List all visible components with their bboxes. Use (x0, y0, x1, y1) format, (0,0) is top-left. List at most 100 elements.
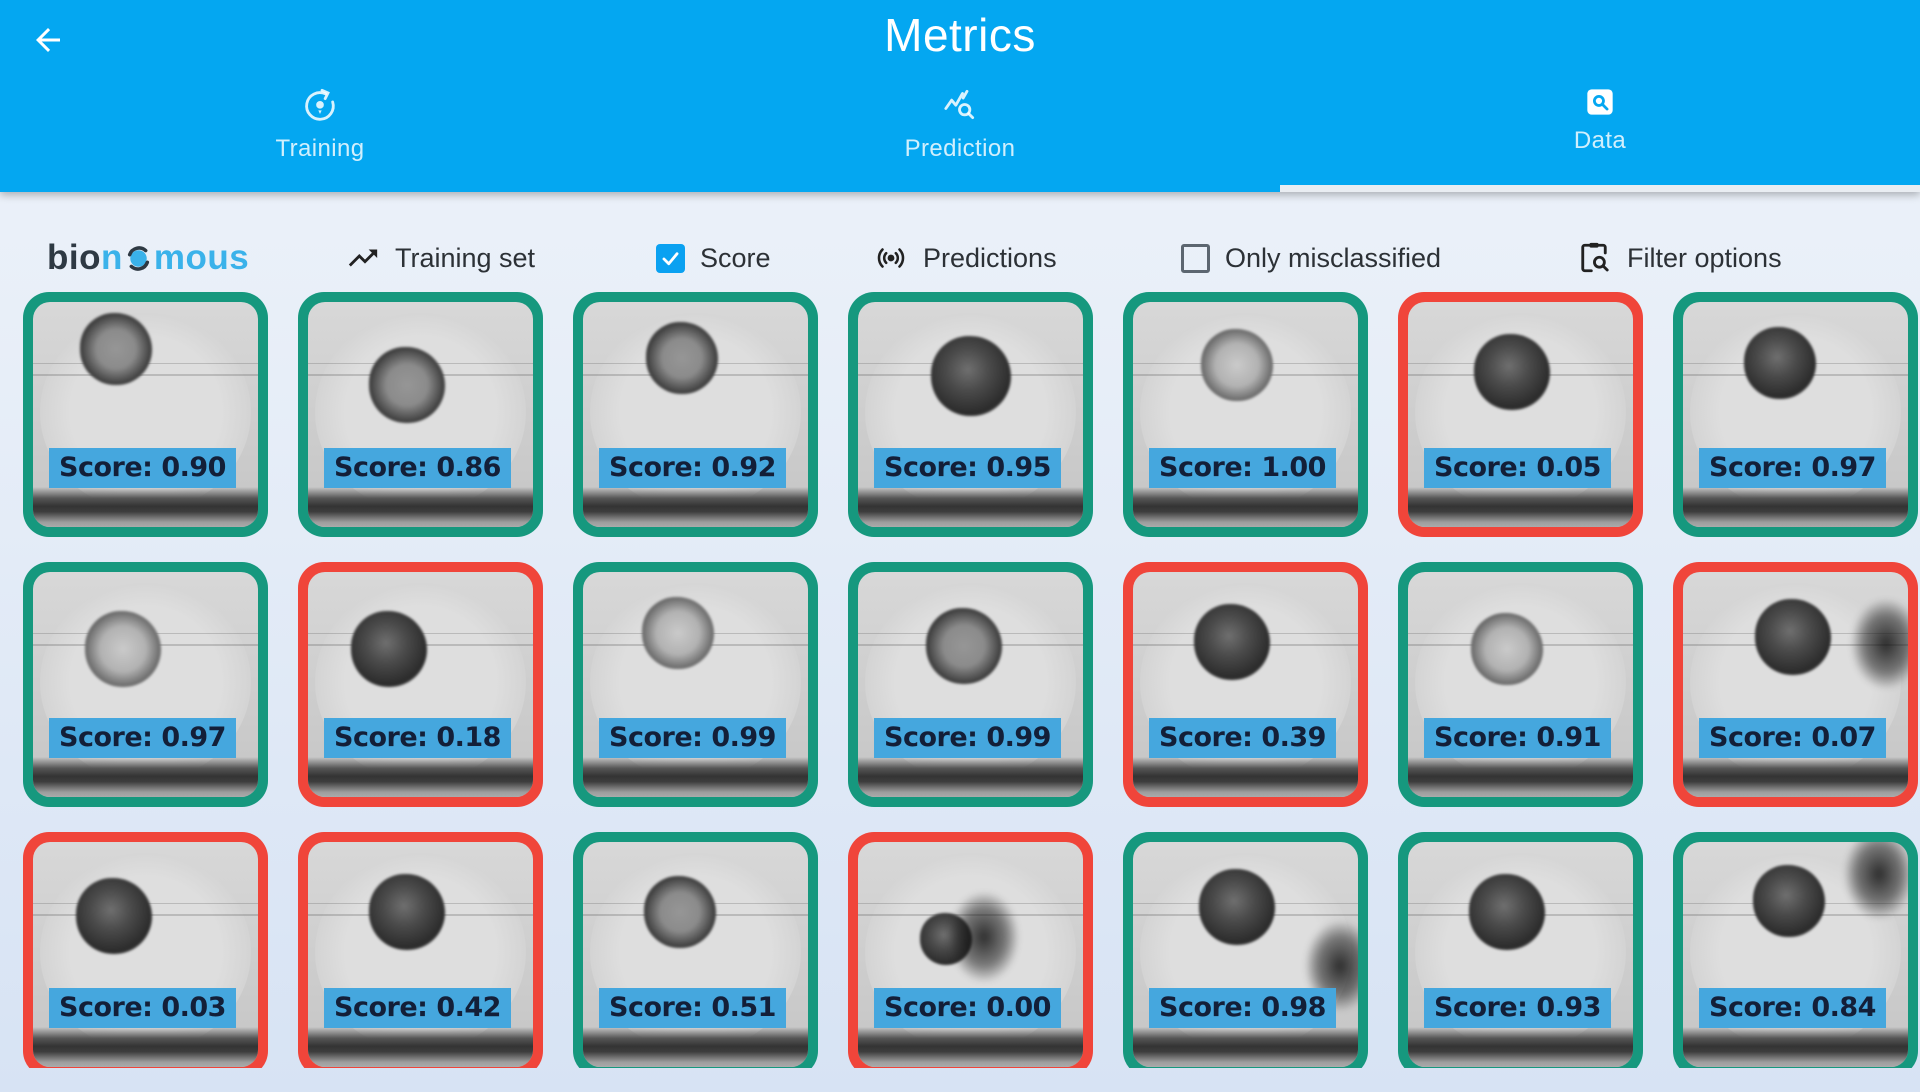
embryo-blob (369, 873, 445, 950)
score-checkbox-checked[interactable] (656, 243, 685, 273)
tab-bar: Training Prediction (0, 80, 1920, 192)
image-card[interactable]: Score: 0.07 (1673, 562, 1918, 807)
embryo-blob (85, 610, 161, 687)
image-card[interactable]: Score: 0.86 (298, 292, 543, 537)
filter-options-button[interactable]: Filter options (1576, 236, 1782, 280)
image-card[interactable]: Score: 0.97 (1673, 292, 1918, 537)
image-card[interactable]: Score: 0.99 (573, 562, 818, 807)
well-image: Score: 0.84 (1683, 842, 1908, 1067)
score-label: Score: 0.84 (1699, 988, 1886, 1028)
well-image: Score: 0.95 (858, 302, 1083, 527)
score-label: Score: 0.00 (874, 988, 1061, 1028)
well-image: Score: 0.00 (858, 842, 1083, 1067)
page-title: Metrics (884, 9, 1036, 61)
embryo-blob (643, 875, 716, 948)
score-label: Score: 0.95 (874, 448, 1061, 488)
training-set-control[interactable]: Training set (346, 236, 535, 280)
well-floor-band (1408, 756, 1633, 797)
embryo-blob (930, 336, 1011, 417)
score-label: Score: 0.99 (874, 718, 1061, 758)
well-floor-band (858, 486, 1083, 527)
sensors-icon (874, 241, 908, 275)
image-search-icon (1584, 86, 1616, 118)
well-image: Score: 0.39 (1133, 572, 1358, 797)
image-card[interactable]: Score: 0.84 (1673, 832, 1918, 1068)
image-grid-scroll-area[interactable]: Score: 0.90 Score: 0.86 Score: 0.92 (0, 0, 1920, 1068)
logo-text-n: n (100, 238, 123, 277)
logo-text-mous: mous (153, 238, 250, 277)
image-card[interactable]: Score: 0.95 (848, 292, 1093, 537)
training-set-label: Training set (395, 242, 536, 273)
well-floor-band (33, 756, 258, 797)
well-floor-band (1408, 486, 1633, 527)
well-image: Score: 0.98 (1133, 842, 1358, 1067)
image-card[interactable]: Score: 0.91 (1398, 562, 1643, 807)
image-card[interactable]: Score: 0.39 (1123, 562, 1368, 807)
score-toggle[interactable]: Score (656, 236, 771, 280)
well-image: Score: 0.91 (1408, 572, 1633, 797)
trending-up-icon (346, 241, 380, 275)
well-image: Score: 0.90 (33, 302, 258, 527)
well-floor-band (33, 486, 258, 527)
image-card[interactable]: Score: 0.00 (848, 832, 1093, 1068)
well-image: Score: 0.03 (33, 842, 258, 1067)
well-image: Score: 0.07 (1683, 572, 1908, 797)
image-card[interactable]: Score: 0.97 (23, 562, 268, 807)
tab-prediction-label: Prediction (904, 135, 1016, 162)
embryo-blob (76, 878, 152, 955)
embryo-blob (1755, 599, 1832, 676)
back-button[interactable] (26, 20, 70, 64)
logo-text-bio: bio (47, 238, 101, 277)
score-label: Score: 0.86 (324, 448, 511, 488)
score-label: Score: 0.97 (49, 718, 236, 758)
well-floor-band (583, 486, 808, 527)
image-card[interactable]: Score: 0.42 (298, 832, 543, 1068)
only-misclassified-label: Only misclassified (1225, 242, 1442, 273)
tab-training[interactable]: Training (0, 80, 640, 192)
filter-options-label: Filter options (1627, 242, 1782, 273)
score-label: Score: 0.99 (599, 718, 786, 758)
well-floor-band (308, 756, 533, 797)
embryo-blob (1194, 603, 1270, 680)
tab-data-label: Data (1573, 127, 1627, 154)
embryo-blob (646, 322, 718, 395)
aperture-o-icon (123, 242, 154, 275)
only-misclassified-checkbox-unchecked[interactable] (1181, 243, 1210, 273)
tab-prediction[interactable]: Prediction (640, 80, 1280, 192)
score-label: Score (700, 242, 771, 273)
image-card[interactable]: Score: 0.90 (23, 292, 268, 537)
image-card[interactable]: Score: 0.18 (298, 562, 543, 807)
image-card[interactable]: Score: 0.92 (573, 292, 818, 537)
embryo-blob (1473, 333, 1550, 410)
well-floor-band (858, 1026, 1083, 1067)
well-image: Score: 0.51 (583, 842, 808, 1067)
debris-smudge (1843, 842, 1908, 919)
tab-data[interactable]: Data (1280, 80, 1920, 192)
embryo-blob (1743, 326, 1816, 399)
well-floor-band (1133, 756, 1358, 797)
image-card[interactable]: Score: 1.00 (1123, 292, 1368, 537)
image-card[interactable]: Score: 0.51 (573, 832, 818, 1068)
well-image: Score: 1.00 (1133, 302, 1358, 527)
query-stats-icon (940, 86, 980, 126)
embryo-blob (1752, 864, 1825, 937)
image-card[interactable]: Score: 0.93 (1398, 832, 1643, 1068)
well-floor-band (1408, 1026, 1633, 1067)
image-card[interactable]: Score: 0.98 (1123, 832, 1368, 1068)
app-header: Metrics Training (0, 0, 1920, 192)
image-card[interactable]: Score: 0.99 (848, 562, 1093, 807)
well-floor-band (583, 1026, 808, 1067)
image-card[interactable]: Score: 0.05 (1398, 292, 1643, 537)
score-label: Score: 1.00 (1149, 448, 1336, 488)
score-label: Score: 0.07 (1699, 718, 1886, 758)
only-misclassified-toggle[interactable]: Only misclassified (1181, 236, 1441, 280)
scan-line (33, 374, 258, 376)
score-label: Score: 0.90 (49, 448, 236, 488)
clipboard-search-icon (1576, 240, 1612, 276)
predictions-control[interactable]: Predictions (874, 236, 1057, 280)
image-card[interactable]: Score: 0.03 (23, 832, 268, 1068)
embryo-blob (351, 610, 427, 687)
well-floor-band (1683, 756, 1908, 797)
score-label: Score: 0.42 (324, 988, 511, 1028)
embryo-blob (80, 313, 153, 386)
